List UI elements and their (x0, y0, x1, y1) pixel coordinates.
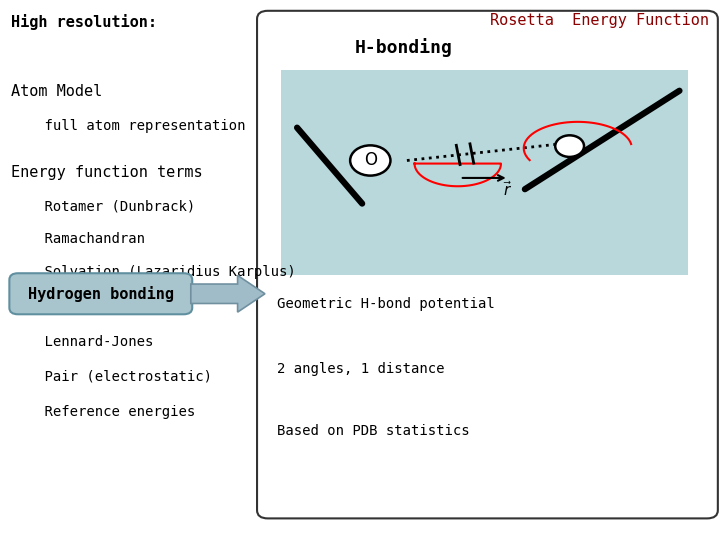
Text: High resolution:: High resolution: (11, 14, 157, 30)
Text: Ramachandran: Ramachandran (11, 232, 145, 246)
FancyBboxPatch shape (281, 70, 688, 275)
Text: Solvation (Lazaridius Karplus): Solvation (Lazaridius Karplus) (11, 265, 295, 279)
Text: Atom Model: Atom Model (11, 84, 102, 99)
Text: Pair (electrostatic): Pair (electrostatic) (11, 370, 212, 384)
FancyBboxPatch shape (257, 11, 718, 518)
Text: Hydrogen bonding: Hydrogen bonding (28, 286, 174, 302)
Text: 2 angles, 1 distance: 2 angles, 1 distance (277, 362, 445, 376)
Text: Reference energies: Reference energies (11, 405, 195, 419)
Polygon shape (191, 275, 265, 312)
Text: Based on PDB statistics: Based on PDB statistics (277, 424, 470, 438)
Text: Energy function terms: Energy function terms (11, 165, 202, 180)
Text: $\vec{r}$: $\vec{r}$ (503, 180, 512, 199)
Text: O: O (364, 152, 377, 170)
FancyBboxPatch shape (9, 273, 192, 314)
Text: Rosetta  Energy Function: Rosetta Energy Function (490, 14, 709, 29)
Text: Geometric H-bond potential: Geometric H-bond potential (277, 297, 495, 311)
Text: Lennard-Jones: Lennard-Jones (11, 335, 153, 349)
Circle shape (350, 145, 390, 176)
Circle shape (555, 136, 584, 157)
Text: full atom representation: full atom representation (11, 119, 246, 133)
Text: H-bonding: H-bonding (354, 38, 452, 57)
Text: Rotamer (Dunbrack): Rotamer (Dunbrack) (11, 200, 195, 214)
